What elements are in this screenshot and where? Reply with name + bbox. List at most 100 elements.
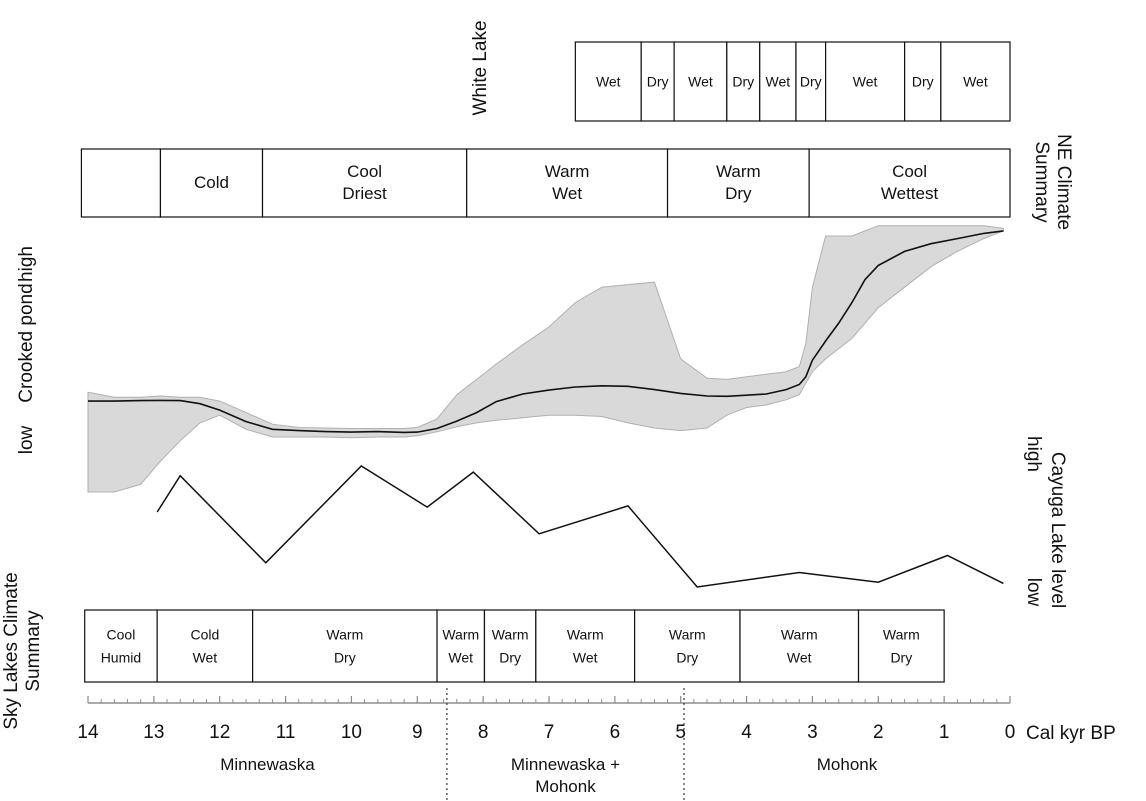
x-axis-tick-labels: 14 13 12 11 10 9 8 7 6 5 4 3 2 1 0 [77,722,1015,743]
white-lake-segment [940,41,1011,122]
sky-lakes-segment-label: Warm [567,627,604,643]
ne-climate-segment-label: Driest [342,184,387,203]
sky-lakes-panel: Cool Humid Cold Wet Warm Dry Warm Wet Warm Dry War… [1,572,945,730]
ne-climate-segment-label: Cool [347,162,382,181]
sky-lakes-segment [535,609,636,683]
white-lake-segment-label: Dry [912,74,934,90]
sky-lakes-segment [252,609,438,683]
x-tick-label: 2 [873,722,884,743]
crooked-pond-low-label: low [16,425,37,454]
x-tick-label: 13 [143,722,164,743]
sky-lakes-climate-summary-label-line: Summary [23,610,44,692]
x-tick-label: 3 [807,722,818,743]
sky-lakes-segment [84,609,158,683]
ne-climate-segment-label: Warm [716,162,761,181]
crooked-pond-line [88,230,1004,434]
ne-climate-segment [666,148,810,218]
crooked-pond-high-label: high [16,246,37,282]
zone-label: Mohonk [535,777,596,796]
sky-lakes-segment-label: Warm [781,627,818,643]
sky-lakes-segment-label: Wet [193,650,218,666]
ne-climate-segment-label: Cold [194,173,229,192]
x-axis-label: Cal kyr BP [1026,723,1116,744]
cayuga-lake-line [156,465,1004,588]
crooked-pond-uncertainty-band [87,225,1004,493]
cayuga-lake-label: Cayuga Lake level [1047,452,1068,608]
zone-label: Minnewaska [220,755,315,774]
sky-lakes-segment-label: Dry [334,650,356,666]
sky-lakes-climate-summary-label: Sky Lakes ClimateSummary [1,572,44,729]
white-lake-segment-label: Wet [596,74,621,90]
sky-lakes-segment-label: Cool [107,627,136,643]
white-lake-segment [759,41,797,122]
sky-lakes-segment [634,609,741,683]
sky-lakes-segment-label: Wet [448,650,473,666]
ne-climate-segment-label: Cool [892,162,927,181]
x-tick-label: 12 [209,722,230,743]
x-axis-ticks [87,696,1011,703]
ne-climate-segment-label: Warm [545,162,590,181]
sky-lakes-segment [857,609,945,683]
ne-climate-segment-label: Wettest [881,184,939,203]
site-zones: Minnewaska Minnewaska + Mohonk Mohonk [220,688,878,800]
white-lake-segment-label: Dry [800,74,822,90]
ne-climate-summary-label-line: NE Climate [1053,134,1074,230]
crooked-pond-panel: Crooked pond high low [16,225,1004,493]
white-lake-segment-label: Wet [853,74,878,90]
ne-climate-segment [159,148,264,218]
white-lake-segments: Wet Dry Wet Dry Wet Dry Wet Dry Wet [574,41,1011,122]
sky-lakes-segment-label: Cold [190,627,219,643]
sky-lakes-segment-label: Warm [669,627,706,643]
white-lake-segment [574,41,642,122]
sky-lakes-segment-label: Dry [676,650,698,666]
x-tick-label: 9 [412,722,423,743]
white-lake-segment [673,41,728,122]
x-tick-label: 8 [478,722,489,743]
sky-lakes-segment [483,609,537,683]
ne-climate-summary-label-line: Summary [1031,141,1052,223]
x-tick-label: 0 [1005,722,1016,743]
sky-lakes-segment-label: Dry [890,650,912,666]
sky-lakes-segment-label: Warm [326,627,363,643]
sky-lakes-climate-summary-label-line: Sky Lakes Climate [1,572,22,729]
white-lake-segment-label: Wet [963,74,988,90]
zone-label: Mohonk [817,755,878,774]
sky-lakes-segment-label: Humid [101,650,141,666]
x-tick-label: 5 [675,722,686,743]
sky-lakes-segment-label: Wet [573,650,598,666]
white-lake-segment [640,41,675,122]
cayuga-lake-high-label: high [1023,436,1044,472]
white-lake-panel: White Lake Wet Dry Wet Dry Wet Dry Wet Dry Wet [470,20,1011,122]
white-lake-segment-label: Wet [688,74,713,90]
white-lake-segment [795,41,827,122]
sky-lakes-segment-label: Warm [442,627,479,643]
ne-climate-segment [808,148,1011,218]
sky-lakes-segments: Cool Humid Cold Wet Warm Dry Warm Wet Warm Dry War… [84,609,945,683]
x-tick-label: 14 [77,722,99,743]
x-tick-label: 1 [939,722,950,743]
ne-climate-segment [261,148,468,218]
x-tick-label: 11 [276,722,296,743]
white-lake-label: White Lake [470,20,491,115]
sky-lakes-segment [436,609,486,683]
ne-climate-segment-label: Wet [552,184,582,203]
white-lake-segment [824,41,906,122]
x-tick-label: 6 [610,722,621,743]
ne-climate-segment [466,148,669,218]
sky-lakes-segment-label: Warm [883,627,920,643]
sky-lakes-segment-label: Dry [499,650,521,666]
white-lake-segment-label: Wet [766,74,791,90]
ne-climate-summary-label: NE ClimateSummary [1031,134,1074,230]
sky-lakes-segment [739,609,860,683]
white-lake-segment-label: Dry [732,74,754,90]
white-lake-segment-label: Dry [647,74,669,90]
x-tick-label: 7 [544,722,555,743]
x-axis: 14 13 12 11 10 9 8 7 6 5 4 3 2 1 0 Cal kyr BP [77,696,1116,744]
sky-lakes-segment-label: Warm [492,627,529,643]
sky-lakes-segment-label: Wet [787,650,812,666]
white-lake-segment [904,41,942,122]
x-tick-label: 10 [341,722,362,743]
crooked-pond-label: Crooked pond [16,283,37,402]
cayuga-lake-low-label: low [1023,578,1044,607]
